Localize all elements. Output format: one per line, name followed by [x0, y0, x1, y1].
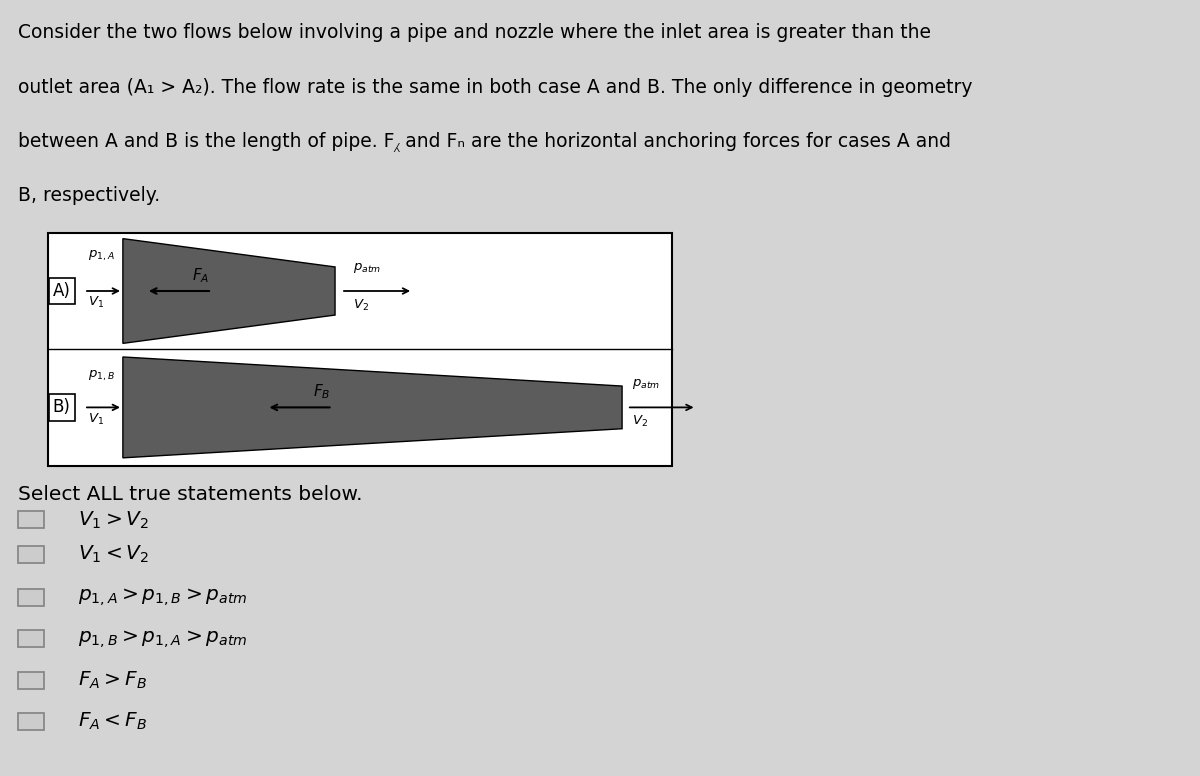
Text: $p_{1,B} > p_{1,A} > p_{atm}$: $p_{1,B} > p_{1,A} > p_{atm}$ — [78, 628, 247, 650]
Text: $p_{atm}$: $p_{atm}$ — [353, 261, 382, 275]
Text: between A and B is the length of pipe. F⁁ and Fₙ are the horizontal anchoring fo: between A and B is the length of pipe. F… — [18, 132, 952, 152]
Text: B, respectively.: B, respectively. — [18, 186, 160, 205]
Text: $V_2$: $V_2$ — [631, 414, 648, 429]
Text: $V_2$: $V_2$ — [353, 297, 370, 313]
Text: $p_{1,A}$: $p_{1,A}$ — [88, 249, 114, 263]
Text: outlet area (A₁ > A₂). The flow rate is the same in both case A and B. The only : outlet area (A₁ > A₂). The flow rate is … — [18, 78, 972, 96]
Text: $p_{1,B}$: $p_{1,B}$ — [88, 369, 114, 383]
Text: A): A) — [53, 282, 71, 300]
Bar — [18, 630, 44, 647]
Bar — [48, 233, 672, 466]
Text: $F_B$: $F_B$ — [313, 383, 330, 401]
Bar — [18, 713, 44, 730]
Text: $V_1$: $V_1$ — [88, 411, 103, 427]
Text: $p_{1,A} > p_{1,B} > p_{atm}$: $p_{1,A} > p_{1,B} > p_{atm}$ — [78, 587, 247, 608]
Text: $p_{atm}$: $p_{atm}$ — [631, 377, 660, 391]
Bar — [18, 546, 44, 563]
Bar — [18, 672, 44, 689]
Text: B): B) — [53, 398, 71, 417]
Text: Consider the two flows below involving a pipe and nozzle where the inlet area is: Consider the two flows below involving a… — [18, 23, 931, 42]
Bar — [18, 589, 44, 606]
Text: $F_A > F_B$: $F_A > F_B$ — [78, 670, 146, 691]
Bar — [18, 511, 44, 528]
Text: $V_1 < V_2$: $V_1 < V_2$ — [78, 544, 149, 566]
Text: $V_1$: $V_1$ — [88, 295, 103, 310]
Polygon shape — [122, 239, 335, 343]
Text: Select ALL true statements below.: Select ALL true statements below. — [18, 485, 362, 504]
Text: $V_1 > V_2$: $V_1 > V_2$ — [78, 509, 149, 531]
Text: $F_A < F_B$: $F_A < F_B$ — [78, 711, 146, 733]
Polygon shape — [122, 357, 622, 458]
Text: $F_A$: $F_A$ — [192, 266, 210, 285]
